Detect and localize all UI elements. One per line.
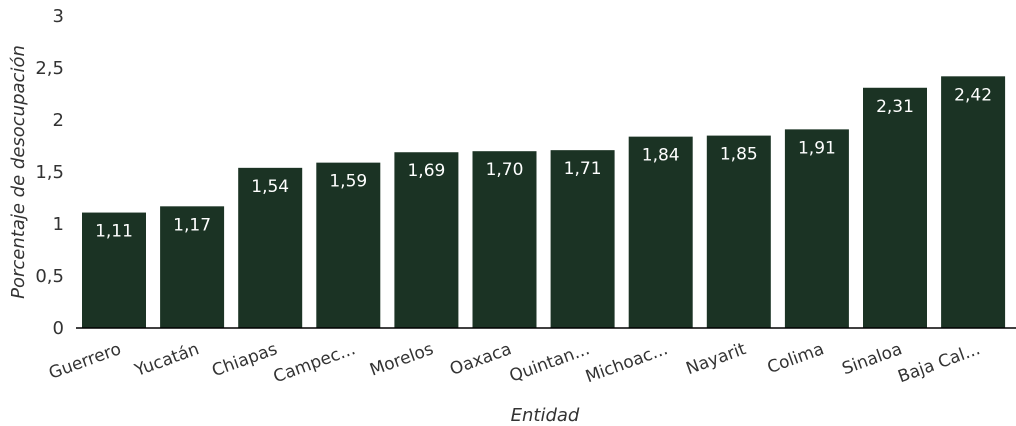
y-tick-label: 3 <box>53 6 64 27</box>
bar <box>394 152 459 328</box>
bar-value-label: 1,54 <box>251 177 289 197</box>
x-tick-label: Chiapas <box>209 339 280 381</box>
bar <box>628 136 693 328</box>
bar <box>160 206 225 328</box>
bar-value-label: 1,11 <box>95 222 133 242</box>
y-tick-label: 1 <box>53 214 64 235</box>
x-tick-label: Nayarit <box>684 339 749 379</box>
x-tick-label: Oaxaca <box>447 339 514 380</box>
bar <box>706 135 771 328</box>
bar <box>472 151 537 328</box>
bar <box>238 167 303 328</box>
bar <box>784 129 849 328</box>
data-labels: 1,11 1,17 1,54 1,59 1,69 1,70 1,71 1,84 1,85 1,91… <box>95 85 992 241</box>
x-tick-label: Colima <box>765 339 827 378</box>
y-tick-label: 2 <box>53 110 64 131</box>
x-tick-label: Morelos <box>367 339 436 380</box>
y-axis-title: Porcentaje de desocupación <box>8 45 29 299</box>
x-tick-label: Campec... <box>271 339 358 387</box>
bar <box>550 150 615 328</box>
x-axis-title: Entidad <box>511 405 580 426</box>
bar-value-label: 1,59 <box>329 172 367 192</box>
bar-value-label: 1,85 <box>720 145 758 165</box>
y-tick-label: 1,5 <box>35 162 64 183</box>
x-tick-label: Baja Cal... <box>895 339 983 387</box>
bar-value-label: 1,71 <box>564 159 602 179</box>
y-tick-label: 0 <box>53 318 64 339</box>
bar-value-label: 1,70 <box>486 160 524 180</box>
bar-value-label: 1,91 <box>798 138 836 158</box>
bar-value-label: 1,17 <box>173 215 211 235</box>
bar <box>863 87 927 328</box>
x-tick-label: Michoac... <box>583 339 671 387</box>
y-tick-label: 2,5 <box>35 58 64 79</box>
bar <box>941 76 1006 328</box>
x-tick-label: Sinaloa <box>839 339 904 379</box>
bar-value-label: 2,31 <box>876 97 914 117</box>
bars <box>82 76 1006 328</box>
y-axis-ticks: 0 0,5 1 1,5 2 2,5 3 <box>35 6 64 339</box>
y-tick-label: 0,5 <box>35 266 64 287</box>
bar-value-label: 2,42 <box>954 85 992 105</box>
x-tick-label: Quintan... <box>507 339 593 386</box>
bar <box>82 212 146 328</box>
bar-value-label: 1,69 <box>407 161 445 181</box>
bar-value-label: 1,84 <box>642 146 680 166</box>
bar <box>316 162 381 328</box>
x-tick-label: Guerrero <box>46 339 124 384</box>
x-tick-label: Yucatán <box>131 339 202 381</box>
